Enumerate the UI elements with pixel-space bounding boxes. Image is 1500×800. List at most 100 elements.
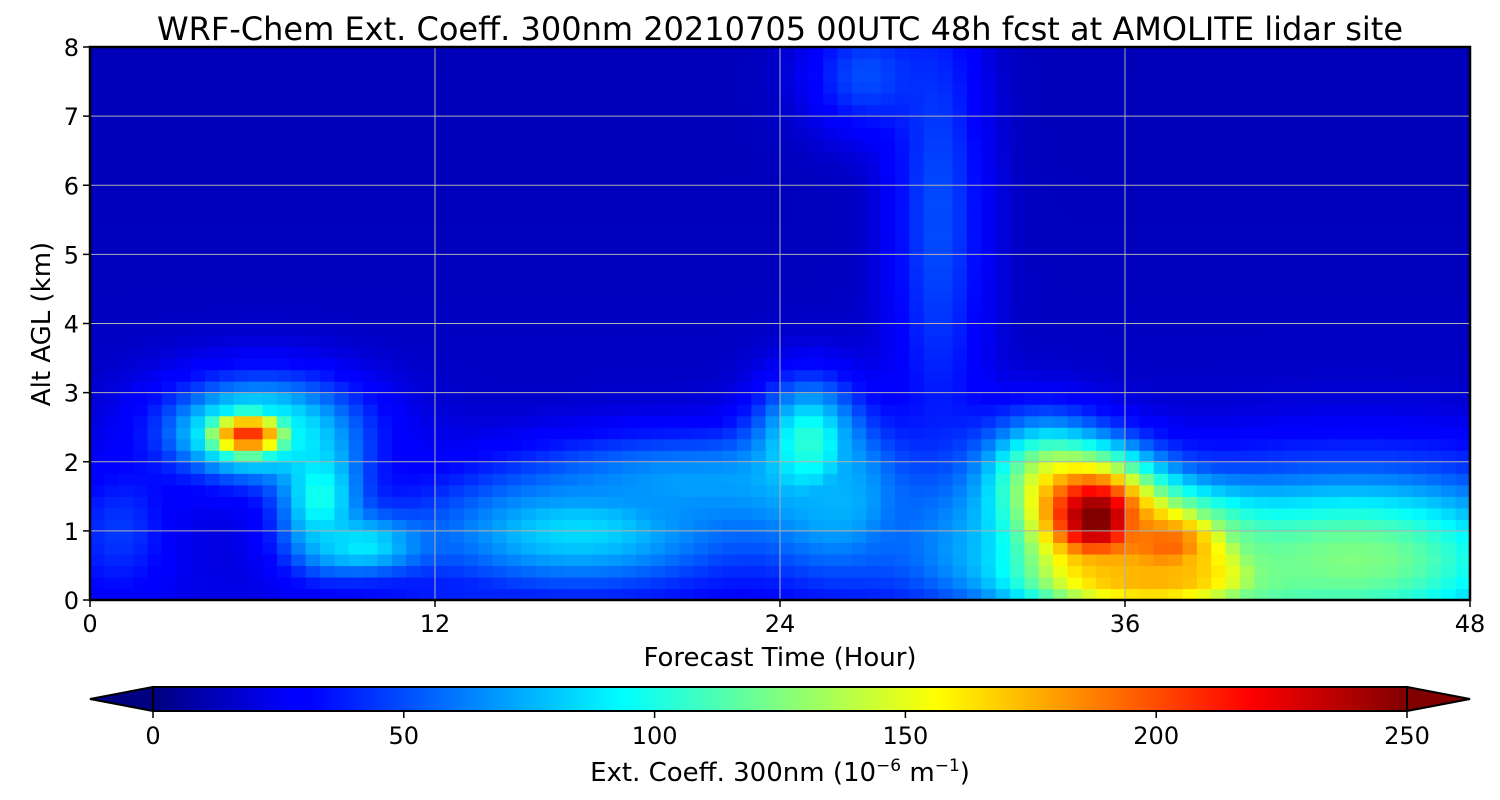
heatmap-cell [1283, 450, 1299, 463]
heatmap-cell [895, 81, 910, 94]
heatmap-cell [1283, 484, 1299, 497]
heatmap-cell [248, 208, 264, 221]
heatmap-cell [1398, 450, 1414, 463]
heatmap-cell [1067, 507, 1083, 520]
heatmap-cell [981, 185, 997, 198]
heatmap-cell [780, 542, 795, 555]
heatmap-cell [1010, 542, 1025, 555]
heatmap-cell [578, 139, 594, 152]
heatmap-cell [176, 484, 192, 497]
heatmap-cell [492, 196, 508, 209]
heatmap-cell [420, 139, 436, 152]
heatmap-cell [981, 196, 997, 209]
heatmap-cell [506, 565, 522, 578]
heatmap-cell [981, 139, 997, 152]
heatmap-cell [90, 300, 105, 313]
heatmap-cell [1010, 427, 1025, 440]
heatmap-cell [406, 335, 422, 348]
heatmap-cell [118, 185, 134, 198]
heatmap-cell [90, 450, 105, 463]
heatmap-cell [650, 311, 666, 325]
heatmap-cell [1168, 438, 1184, 451]
heatmap-cell [621, 392, 637, 405]
heatmap-cell [478, 150, 494, 163]
heatmap-cell [248, 127, 264, 140]
heatmap-cell [1254, 496, 1270, 509]
heatmap-cell [837, 576, 853, 590]
heatmap-cell [650, 127, 666, 140]
heatmap-cell [1024, 438, 1040, 451]
heatmap-cell [147, 381, 163, 394]
heatmap-cell [895, 277, 910, 290]
heatmap-cell [1053, 104, 1069, 117]
heatmap-cell [104, 438, 120, 451]
heatmap-cell [995, 254, 1011, 267]
heatmap-cell [348, 265, 364, 279]
chart-title: WRF-Chem Ext. Coeff. 300nm 20210705 00UT… [157, 10, 1403, 48]
heatmap-cell [722, 323, 738, 336]
heatmap-cell [837, 461, 853, 474]
heatmap-cell [636, 208, 652, 221]
heatmap-cell [219, 358, 235, 371]
heatmap-cell [966, 254, 982, 267]
heatmap-cell [90, 47, 105, 60]
heatmap-cell [205, 173, 220, 186]
heatmap-cell [1326, 369, 1342, 382]
heatmap-cell [435, 231, 450, 244]
heatmap-cell [665, 47, 680, 60]
heatmap-cell [636, 358, 652, 371]
heatmap-cell [765, 588, 781, 600]
heatmap-cell [276, 553, 292, 567]
heatmap-cell [823, 265, 839, 279]
heatmap-cell [1168, 565, 1184, 578]
heatmap-cell [1225, 346, 1241, 359]
heatmap-cell [161, 473, 177, 486]
heatmap-cell [449, 427, 465, 440]
heatmap-cell [492, 381, 508, 394]
heatmap-cell [593, 450, 609, 463]
heatmap-cell [1096, 311, 1112, 325]
heatmap-cell [320, 93, 335, 106]
heatmap-cell [521, 173, 537, 186]
heatmap-cell [665, 335, 680, 348]
heatmap-cell [722, 185, 738, 198]
heatmap-cell [1139, 565, 1155, 578]
heatmap-cell [90, 392, 105, 405]
heatmap-cell [1168, 254, 1184, 267]
heatmap-cell [305, 93, 321, 106]
heatmap-cell [478, 47, 494, 60]
heatmap-cell [1283, 392, 1299, 405]
heatmap-cell [506, 231, 522, 244]
heatmap-cell [320, 404, 335, 417]
heatmap-cell [1311, 346, 1327, 359]
heatmap-cell [880, 116, 896, 129]
heatmap-cell [1426, 277, 1442, 290]
heatmap-cell [492, 415, 508, 428]
heatmap-cell [1426, 81, 1442, 94]
heatmap-cell [406, 507, 422, 520]
heatmap-cell [923, 392, 939, 405]
heatmap-cell [161, 196, 177, 209]
heatmap-cell [1369, 58, 1385, 71]
heatmap-cell [1110, 254, 1126, 267]
heatmap-cell [1283, 127, 1299, 140]
heatmap-cell [1355, 196, 1370, 209]
heatmap-cell [593, 404, 609, 417]
heatmap-cell [291, 576, 307, 590]
heatmap-cell [794, 116, 810, 129]
heatmap-cell [291, 484, 307, 497]
heatmap-cell [1426, 139, 1442, 152]
heatmap-cell [1139, 196, 1155, 209]
heatmap-cell [262, 173, 278, 186]
heatmap-cell [780, 265, 795, 279]
heatmap-cell [1096, 392, 1112, 405]
heatmap-cell [377, 265, 393, 279]
heatmap-cell [708, 335, 724, 348]
heatmap-cell [1426, 185, 1442, 198]
heatmap-cell [506, 335, 522, 348]
heatmap-cell [794, 461, 810, 474]
heatmap-cell [751, 496, 767, 509]
heatmap-cell [966, 392, 982, 405]
heatmap-cell [708, 265, 724, 279]
heatmap-cell [780, 231, 795, 244]
